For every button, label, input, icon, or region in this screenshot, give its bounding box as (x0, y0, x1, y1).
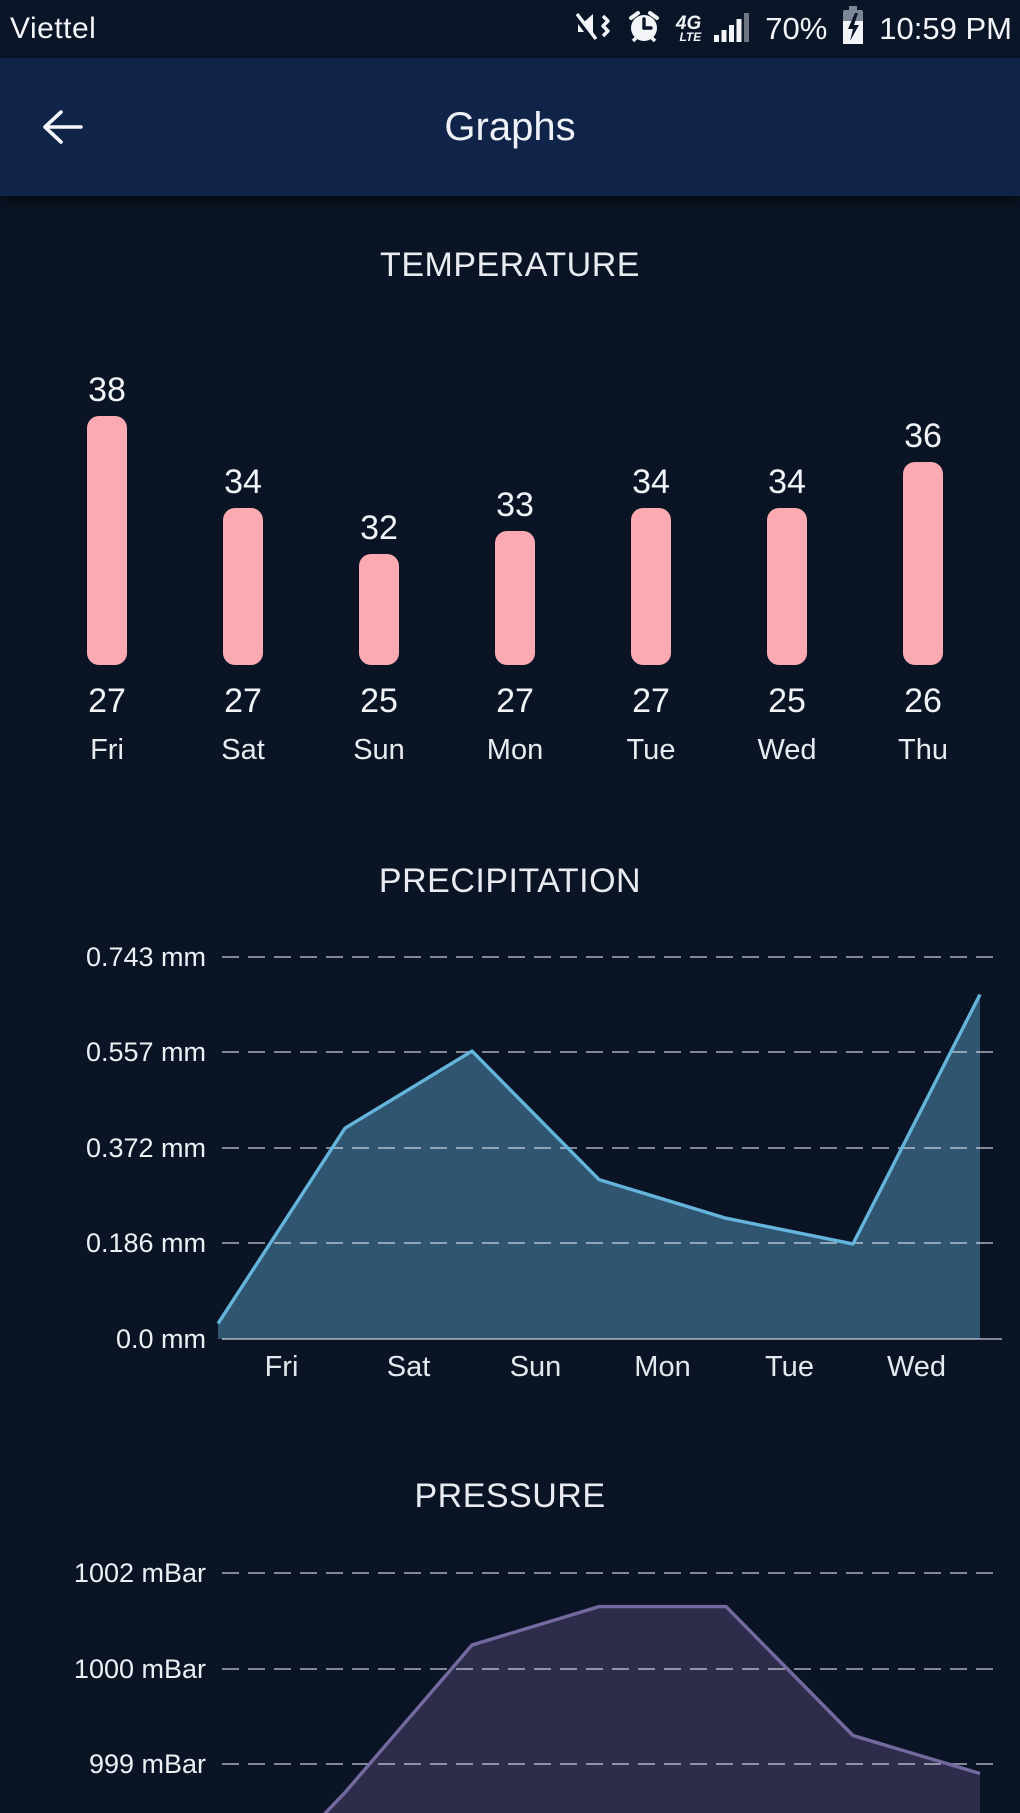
precipitation-line (216, 993, 982, 1325)
temperature-chart: 38 27 Fri 34 27 Sat 32 25 Sun 33 27 Mon 34 27 Tue 34 25 W… (39, 340, 991, 770)
page-title: Graphs (444, 104, 576, 149)
precipitation-area (218, 994, 980, 1339)
temperature-bar (87, 416, 127, 665)
y-axis-tick-label: 0.186 mm (86, 1228, 206, 1258)
pressure-chart-title: PRESSURE (414, 1477, 606, 1515)
min-temp-label: 27 (632, 682, 670, 720)
battery-charging-icon (840, 5, 866, 53)
y-axis-tick-label: 999 mBar (89, 1749, 206, 1779)
temperature-bar (767, 508, 807, 665)
pressure-chart: 1002 mBar 1000 mBar 999 mBar (74, 1558, 1002, 1813)
min-temp-label: 27 (88, 682, 126, 720)
y-axis-tick-label: 0.743 mm (86, 942, 206, 972)
temperature-bar (495, 531, 535, 665)
min-temp-label: 25 (360, 682, 398, 720)
min-temp-label: 27 (224, 682, 262, 720)
temperature-day-column: 34 25 Wed (719, 340, 855, 770)
max-temp-label: 34 (224, 463, 262, 501)
temperature-day-column: 32 25 Sun (311, 340, 447, 770)
x-axis-label: Tue (765, 1351, 814, 1383)
temperature-day-column: 36 26 Thu (855, 340, 991, 770)
day-label: Tue (626, 734, 676, 766)
temperature-chart-title: TEMPERATURE (380, 246, 640, 284)
max-temp-label: 36 (904, 417, 942, 455)
pressure-area (325, 1606, 980, 1813)
x-axis-label: Sun (510, 1351, 562, 1383)
temperature-day-column: 38 27 Fri (39, 340, 175, 770)
max-temp-label: 32 (360, 509, 398, 547)
day-label: Sun (353, 734, 405, 766)
day-label: Thu (898, 734, 948, 766)
temperature-bar (631, 508, 671, 665)
max-temp-label: 33 (496, 486, 534, 524)
y-axis-tick-label: 0.372 mm (86, 1133, 206, 1163)
arrow-left-icon (39, 107, 85, 150)
temperature-day-column: 33 27 Mon (447, 340, 583, 770)
status-bar-icons: 4G LTE 70% (572, 5, 1020, 53)
mute-vibrate-icon (572, 9, 612, 50)
carrier-label: Viettel (10, 12, 97, 45)
x-axis-label: Sat (387, 1351, 431, 1383)
temperature-bar (359, 554, 399, 665)
day-label: Wed (757, 734, 817, 766)
alarm-icon (625, 8, 663, 51)
y-axis-tick-label: 1000 mBar (74, 1654, 206, 1684)
max-temp-label: 34 (632, 463, 670, 501)
min-temp-label: 25 (768, 682, 806, 720)
x-axis-label: Fri (265, 1351, 299, 1383)
back-button[interactable] (30, 102, 94, 154)
day-label: Mon (486, 734, 544, 766)
clock-label: 10:59 PM (879, 11, 1012, 46)
x-axis-label: Wed (887, 1351, 946, 1383)
temperature-day-column: 34 27 Sat (175, 340, 311, 770)
y-axis-tick-label: 0.557 mm (86, 1037, 206, 1067)
temperature-bar (903, 462, 943, 665)
day-label: Fri (90, 734, 124, 766)
precipitation-chart: 0.743 mm 0.557 mm 0.372 mm 0.186 mm 0.0 mm Fr… (86, 942, 1002, 1383)
min-temp-label: 27 (496, 682, 534, 720)
x-axis-label: Mon (634, 1351, 690, 1383)
day-label: Sat (221, 734, 265, 766)
status-bar: Viettel (0, 0, 1020, 58)
signal-strength-icon (714, 12, 752, 47)
max-temp-label: 38 (88, 371, 126, 409)
4g-lte-badge: 4G LTE (675, 12, 702, 44)
app-header: Graphs (0, 58, 1020, 196)
max-temp-label: 34 (768, 463, 806, 501)
pressure-line (323, 1604, 981, 1813)
temperature-bar (223, 508, 263, 665)
min-temp-label: 26 (904, 682, 942, 720)
y-axis-tick-label: 1002 mBar (74, 1558, 206, 1588)
y-axis-tick-label: 0.0 mm (116, 1324, 206, 1354)
precipitation-chart-title: PRECIPITATION (378, 862, 642, 900)
temperature-day-column: 34 27 Tue (583, 340, 719, 770)
battery-percent-label: 70% (765, 11, 828, 46)
